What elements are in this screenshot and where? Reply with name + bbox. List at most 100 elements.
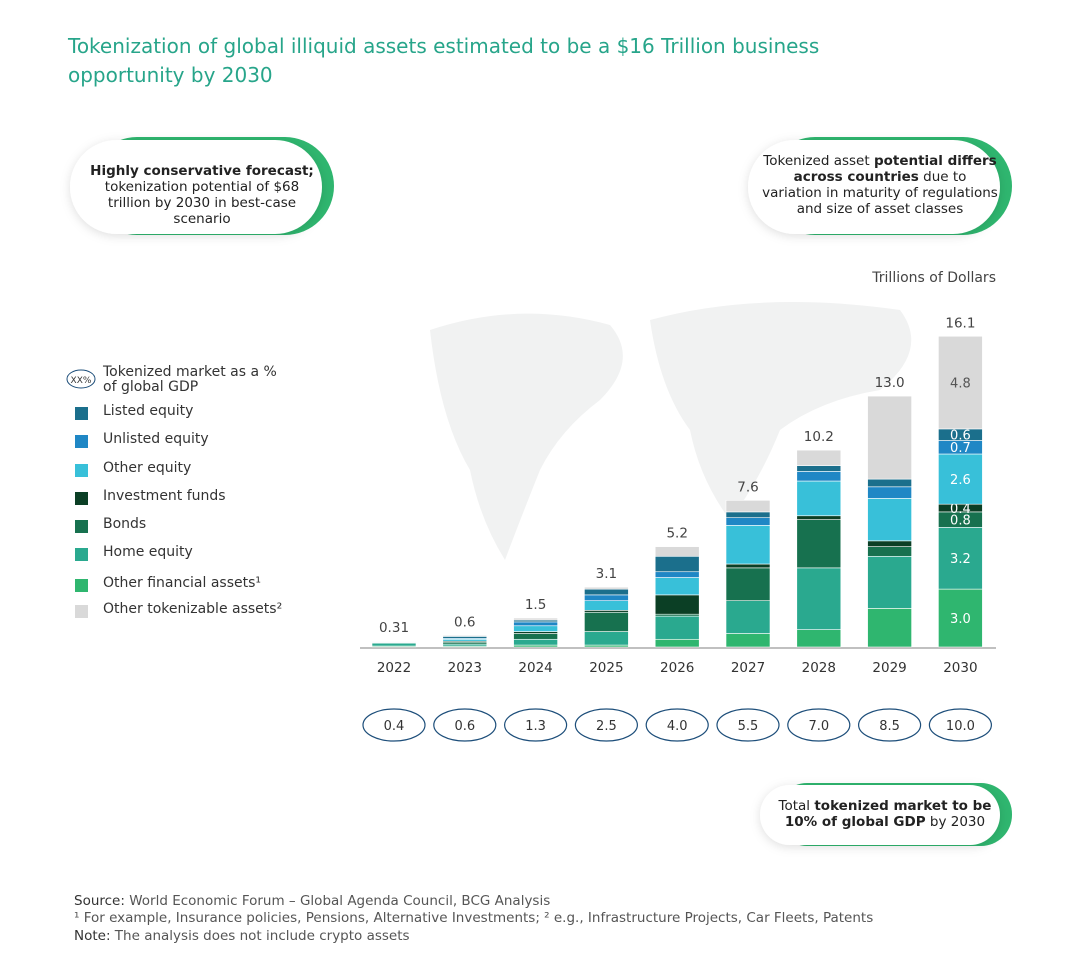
data-label: 2.6 <box>950 473 971 488</box>
bar-segment <box>725 633 771 648</box>
gdp-label: 4.0 <box>667 719 688 734</box>
bar-segment <box>867 608 912 648</box>
callout: Highly conservative forecast; tokenizati… <box>86 163 318 227</box>
legend-label: Other equity <box>103 460 192 476</box>
data-label: 0.8 <box>950 514 971 529</box>
callout-shape <box>70 137 334 235</box>
bar-segment <box>584 586 629 590</box>
gdp-oval <box>362 708 426 742</box>
bar-segment <box>513 617 558 621</box>
data-label: 0.6 <box>950 429 971 444</box>
callout-text: potential differs across countries <box>793 153 997 185</box>
x-tick-label: 2030 <box>943 660 977 676</box>
bar-segment <box>442 635 488 637</box>
gdp-oval <box>857 708 922 742</box>
legend-swatch <box>75 464 88 477</box>
data-label: 0.7 <box>950 441 971 456</box>
bar-segment <box>584 600 629 611</box>
bar-segment <box>654 638 700 648</box>
bar-segment <box>867 498 912 542</box>
legend-swatch <box>75 605 88 618</box>
bar-segment <box>654 555 700 573</box>
bar-segment <box>796 629 842 648</box>
bar-segment <box>725 500 771 513</box>
total-label: 7.6 <box>737 479 758 495</box>
bar-segment <box>796 480 842 517</box>
bar-segment <box>725 511 771 518</box>
legend-label: Other financial assets¹ <box>103 575 262 591</box>
bar-segment <box>725 600 771 634</box>
note-label: Note: <box>74 928 111 944</box>
bar-segment <box>796 567 842 630</box>
x-tick-label: 2023 <box>448 660 482 676</box>
bar-segment <box>654 577 700 596</box>
gdp-label: 1.3 <box>525 719 546 734</box>
gdp-label: 0.6 <box>454 719 475 734</box>
note-text: The analysis does not include crypto ass… <box>110 928 410 944</box>
legend-label: Unlisted equity <box>103 431 209 447</box>
bar-segment <box>867 540 912 547</box>
gdp-oval <box>645 708 709 742</box>
callout-text: Highly conservative forecast; <box>90 163 314 179</box>
legend-swatch <box>75 579 88 592</box>
x-tick-label: 2026 <box>660 660 694 676</box>
legend-label: Other tokenizable assets² <box>103 601 283 617</box>
total-label: 13.0 <box>875 375 905 391</box>
bar-segment <box>725 563 771 569</box>
gdp-oval <box>503 708 568 742</box>
bar-segment <box>654 594 700 615</box>
x-tick-label: 2027 <box>731 660 765 676</box>
bar-segment <box>867 478 912 488</box>
bar-segment <box>654 546 700 557</box>
callout-text: tokenized market to be 10% of global GDP <box>784 798 992 830</box>
legend-gdp-marker <box>66 369 96 389</box>
source-text: World Economic Forum – Global Agenda Cou… <box>124 893 551 909</box>
bar-segment <box>938 527 983 590</box>
total-label: 16.1 <box>945 315 975 331</box>
gdp-oval <box>716 708 780 742</box>
data-label: 3.2 <box>950 552 971 567</box>
bar-segment <box>867 395 912 480</box>
legend-swatch <box>75 548 88 561</box>
bar-segment <box>584 611 629 632</box>
source: Source: World Economic Forum – Global Ag… <box>74 893 550 909</box>
gdp-label: 2.5 <box>596 719 617 734</box>
bar-segment <box>513 633 558 640</box>
note: Note: The analysis does not include cryp… <box>74 928 410 944</box>
bar-segment <box>654 571 700 578</box>
callout-text: due to variation in maturity of regulati… <box>762 169 998 217</box>
legend-gdp-label: Tokenized market as a % of global GDP <box>103 364 277 395</box>
bar-segment <box>513 621 558 627</box>
bar-segment <box>867 555 912 609</box>
legend-label: Investment funds <box>103 488 226 504</box>
callout-shape <box>748 137 1012 235</box>
bar-segment <box>796 515 842 520</box>
legend-swatch <box>75 520 88 533</box>
callout-text: by 2030 <box>925 814 986 830</box>
gdp-oval <box>574 708 639 742</box>
bar-segment <box>938 453 983 505</box>
title: Tokenization of global illiquid assets e… <box>68 34 820 87</box>
gdp-label: 8.5 <box>879 719 900 734</box>
legend-swatch <box>75 492 88 505</box>
bar-segment <box>725 567 771 601</box>
x-tick-label: 2022 <box>377 660 411 676</box>
bar-segment <box>867 546 912 557</box>
total-label: 5.2 <box>666 526 687 542</box>
bar-segment <box>654 615 700 640</box>
total-label: 0.31 <box>379 620 409 636</box>
bar-segment <box>584 631 629 646</box>
bar-segment <box>513 638 558 646</box>
legend-gdp-marker-text: XX% <box>71 376 92 386</box>
legend-swatch <box>75 407 88 420</box>
legend-swatch <box>75 435 88 448</box>
bar-segment <box>725 525 771 565</box>
callout-text: Total <box>778 798 815 814</box>
data-label: 4.8 <box>950 377 971 392</box>
bar-segment <box>867 486 912 499</box>
data-label: 0.4 <box>950 502 971 517</box>
legend-label: Listed equity <box>103 403 194 419</box>
x-tick-label: 2024 <box>518 660 552 676</box>
